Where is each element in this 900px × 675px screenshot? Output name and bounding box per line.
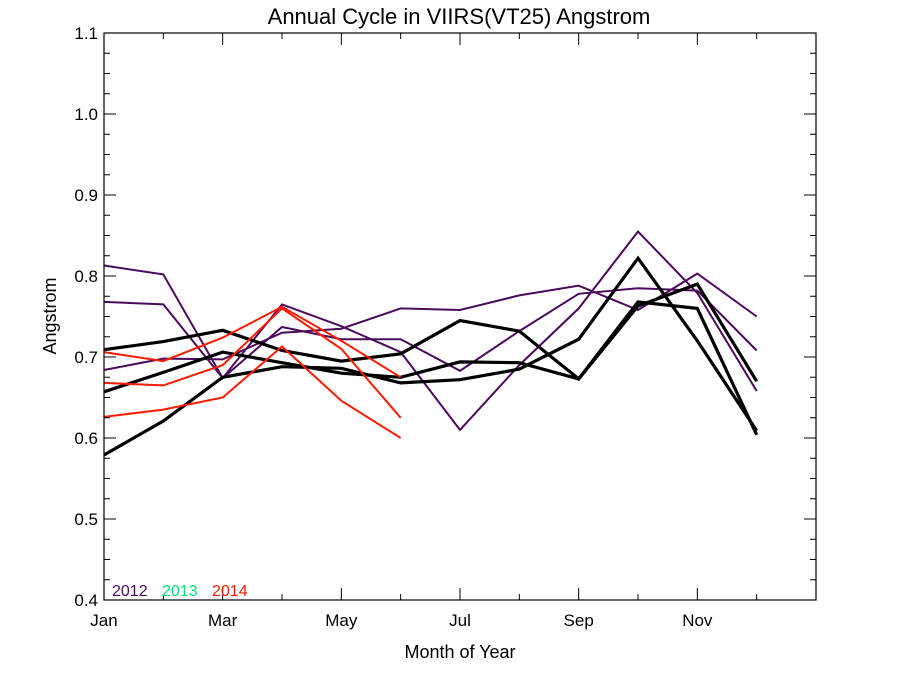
x-axis-label: Month of Year xyxy=(404,642,515,662)
plot-frame xyxy=(103,32,817,601)
x-tick-label: Mar xyxy=(208,611,238,630)
x-tick-label: May xyxy=(325,611,358,630)
legend-entry-2014: 2014 xyxy=(212,583,248,600)
axis-ticks xyxy=(103,32,816,601)
series-line-2 xyxy=(103,287,758,380)
y-tick-label: 0.5 xyxy=(74,510,98,529)
series-line-5 xyxy=(103,282,759,394)
y-tick-label: 0.9 xyxy=(74,186,98,205)
series-line-1 xyxy=(103,229,758,432)
axis-tick-labels: 0.4 0.5 0.6 0.7 0.8 0.9 1.0 1.1 Jan Mar May Jul Sep N… xyxy=(74,24,713,630)
series-line-9 xyxy=(103,345,402,439)
plot-lines xyxy=(103,229,759,457)
y-tick-label: 0.8 xyxy=(74,267,98,286)
series-line-6 xyxy=(103,255,759,457)
chart-title: Annual Cycle in VIIRS(VT25) Angstrom xyxy=(268,4,651,29)
series-line-7 xyxy=(103,305,402,379)
y-tick-label: 0.7 xyxy=(74,348,98,367)
x-tick-label: Sep xyxy=(564,611,594,630)
y-tick-label: 1.0 xyxy=(74,105,98,124)
y-tick-label: 1.1 xyxy=(74,24,98,43)
legend-entry-2012: 2012 xyxy=(112,583,148,600)
legend-entry-2013: 2013 xyxy=(162,583,198,600)
x-tick-label: Jan xyxy=(90,611,117,630)
legend: 2012 2013 2014 xyxy=(112,583,248,600)
x-tick-label: Jul xyxy=(449,611,471,630)
y-axis-label: Angstrom xyxy=(40,277,60,354)
x-tick-label: Nov xyxy=(682,611,713,630)
series-line-8 xyxy=(103,307,402,419)
y-tick-label: 0.6 xyxy=(74,429,98,448)
y-tick-label: 0.4 xyxy=(74,591,98,610)
